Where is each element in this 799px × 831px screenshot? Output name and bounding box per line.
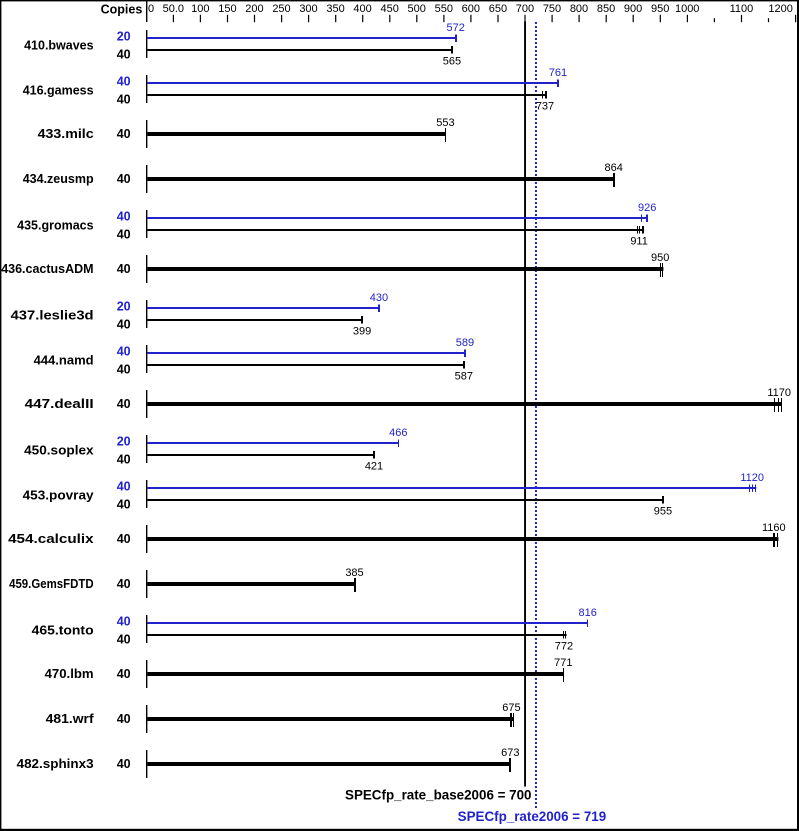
svg-text:385: 385 [345,567,363,579]
svg-text:40: 40 [117,209,131,223]
svg-text:470.lbm: 470.lbm [45,667,94,681]
svg-text:453.povray: 453.povray [23,488,94,502]
svg-text:459.GemsFDTD: 459.GemsFDTD [9,577,94,591]
svg-text:40: 40 [117,262,131,276]
svg-text:761: 761 [549,67,567,79]
svg-text:40: 40 [117,757,131,771]
svg-text:911: 911 [630,235,648,247]
svg-text:450.soplex: 450.soplex [24,443,94,457]
svg-text:481.wrf: 481.wrf [46,712,95,726]
svg-text:955: 955 [654,505,672,517]
svg-text:1200: 1200 [768,3,792,15]
svg-text:1100: 1100 [730,3,754,15]
svg-text:SPECfp_rate_base2006 = 700: SPECfp_rate_base2006 = 700 [345,787,531,802]
svg-text:673: 673 [501,747,519,759]
svg-text:950: 950 [651,252,669,264]
svg-text:553: 553 [436,117,454,129]
svg-text:482.sphinx3: 482.sphinx3 [17,757,94,771]
svg-text:300: 300 [299,3,317,15]
svg-text:587: 587 [455,370,473,382]
svg-text:40: 40 [117,172,131,186]
svg-text:250: 250 [272,3,290,15]
svg-text:20: 20 [117,299,131,313]
svg-text:500: 500 [408,3,426,15]
svg-text:40: 40 [117,317,131,331]
svg-text:700: 700 [516,3,534,15]
svg-text:40: 40 [117,362,131,376]
svg-text:772: 772 [555,640,573,652]
svg-text:864: 864 [605,162,623,174]
svg-text:1170: 1170 [767,387,791,399]
svg-text:572: 572 [447,22,465,34]
svg-text:816: 816 [579,607,597,619]
svg-text:1160: 1160 [762,522,786,534]
svg-text:40: 40 [117,614,131,628]
svg-text:450: 450 [381,3,399,15]
svg-text:40: 40 [117,577,131,591]
svg-text:40: 40 [117,92,131,106]
svg-text:589: 589 [456,337,474,349]
svg-text:600: 600 [462,3,480,15]
svg-text:454.calculix: 454.calculix [8,532,94,546]
svg-text:20: 20 [117,434,131,448]
svg-text:416.gamess: 416.gamess [23,83,94,97]
svg-text:410.bwaves: 410.bwaves [24,38,94,52]
svg-text:926: 926 [638,202,656,214]
svg-text:1000: 1000 [675,3,699,15]
svg-text:435.gromacs: 435.gromacs [17,218,93,232]
svg-text:466: 466 [389,427,407,439]
svg-text:565: 565 [443,55,461,67]
svg-text:SPECfp_rate2006 = 719: SPECfp_rate2006 = 719 [458,809,607,824]
svg-text:40: 40 [117,74,131,88]
svg-text:436.cactusADM: 436.cactusADM [1,262,93,276]
svg-text:150: 150 [218,3,236,15]
svg-text:650: 650 [489,3,507,15]
svg-text:399: 399 [353,325,371,337]
svg-text:737: 737 [536,100,554,112]
svg-text:40: 40 [117,712,131,726]
svg-text:800: 800 [570,3,588,15]
svg-text:750: 750 [543,3,561,15]
svg-text:40: 40 [117,497,131,511]
svg-text:950: 950 [651,3,669,15]
svg-text:430: 430 [370,292,388,304]
svg-text:40: 40 [117,452,131,466]
svg-text:350: 350 [326,3,344,15]
svg-text:465.tonto: 465.tonto [32,623,94,637]
svg-text:0: 0 [148,3,154,15]
svg-text:40: 40 [117,632,131,646]
svg-text:40: 40 [117,344,131,358]
svg-text:40: 40 [117,397,131,411]
svg-text:421: 421 [365,460,383,472]
svg-text:200: 200 [245,3,263,15]
svg-text:400: 400 [353,3,371,15]
svg-text:675: 675 [502,702,520,714]
svg-text:40: 40 [117,667,131,681]
svg-text:50.0: 50.0 [163,3,184,15]
svg-text:Copies: Copies [101,3,143,17]
svg-text:850: 850 [597,3,615,15]
svg-text:900: 900 [624,3,642,15]
svg-text:20: 20 [117,29,131,43]
svg-text:40: 40 [117,532,131,546]
svg-text:433.milc: 433.milc [38,127,94,141]
svg-text:771: 771 [554,657,572,669]
svg-text:100: 100 [191,3,209,15]
svg-text:40: 40 [117,47,131,61]
svg-text:40: 40 [117,227,131,241]
svg-text:444.namd: 444.namd [34,353,94,367]
svg-text:437.leslie3d: 437.leslie3d [11,308,94,322]
svg-text:40: 40 [117,127,131,141]
svg-text:1120: 1120 [740,472,764,484]
svg-text:447.dealII: 447.dealII [25,397,94,411]
svg-text:550: 550 [435,3,453,15]
svg-text:40: 40 [117,479,131,493]
svg-text:434.zeusmp: 434.zeusmp [23,172,94,186]
